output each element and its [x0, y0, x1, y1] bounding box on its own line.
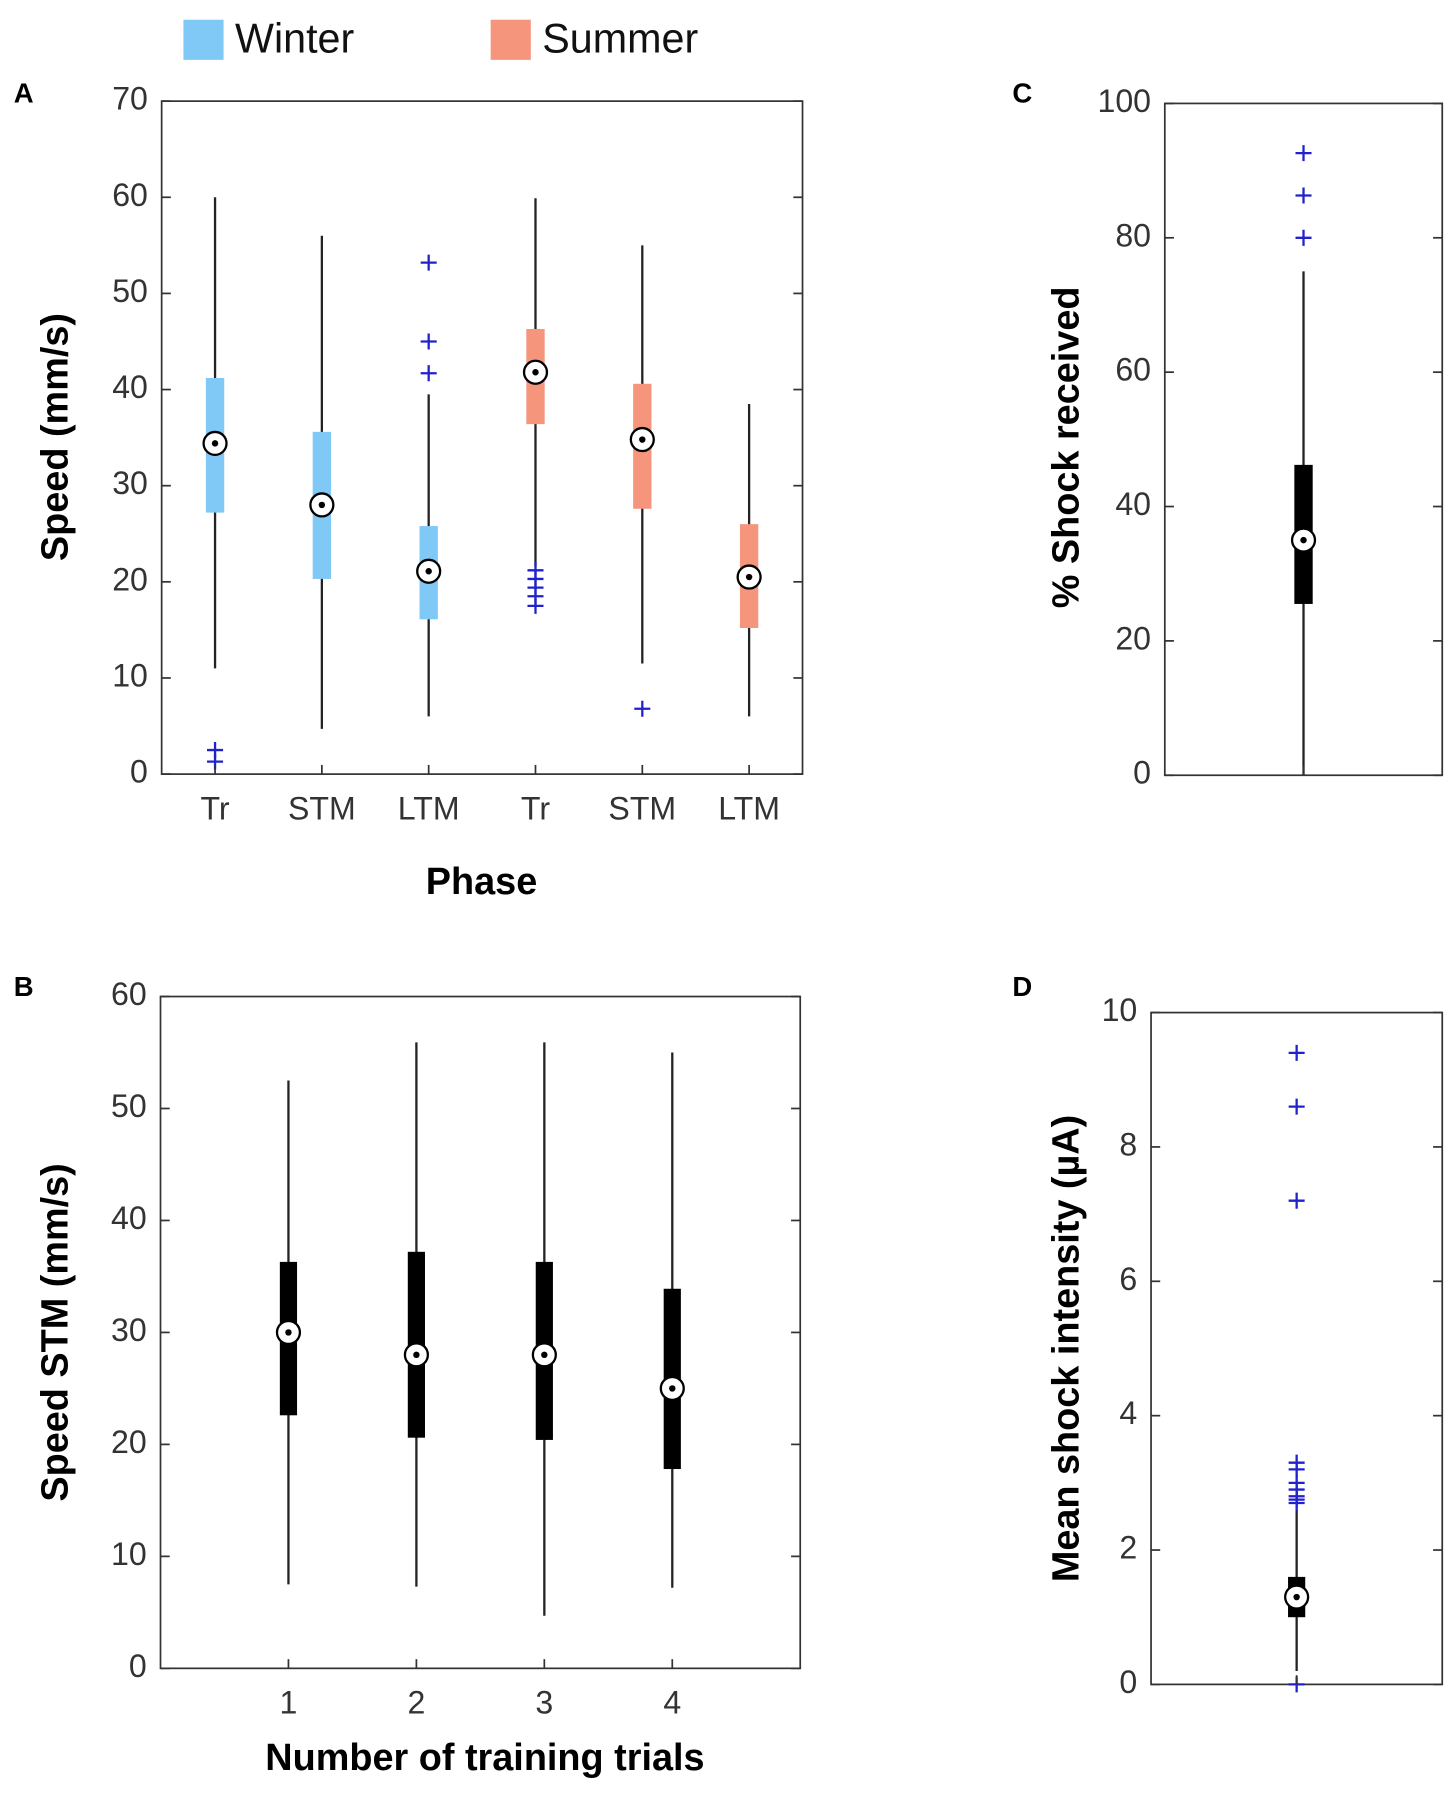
median-dot	[1293, 1593, 1300, 1601]
outlier	[420, 333, 437, 350]
y-tick-label: 0	[130, 754, 148, 790]
median-dot	[318, 501, 326, 509]
median-dot	[285, 1329, 292, 1336]
median-dot	[211, 440, 219, 447]
panel-letter: D	[1012, 971, 1032, 1002]
y-tick-label: 40	[111, 1200, 147, 1236]
outlier	[1288, 1192, 1305, 1209]
outlier	[1295, 187, 1312, 204]
legend-swatch	[490, 19, 531, 60]
y-tick-label: 8	[1119, 1126, 1137, 1162]
median-dot	[413, 1351, 420, 1359]
y-tick-label: 0	[129, 1648, 147, 1684]
x-tick-label: LTM	[718, 790, 780, 826]
x-tick-label: 2	[407, 1685, 425, 1721]
outlier	[1288, 1044, 1305, 1061]
y-tick-label: 30	[112, 465, 148, 501]
median-dot	[1300, 536, 1307, 544]
y-tick-label: 100	[1097, 83, 1151, 119]
y-axis-label: % Shock received	[1045, 287, 1087, 609]
y-tick-label: 60	[1115, 352, 1151, 388]
x-axis-label: Number of training trials	[265, 1737, 704, 1779]
median-dot	[541, 1351, 548, 1359]
x-tick-label: LTM	[398, 790, 460, 826]
y-axis-label: Mean shock intensity (µA)	[1045, 1115, 1087, 1582]
outlier	[420, 254, 437, 271]
panel-letter: C	[1012, 78, 1032, 109]
x-tick-label: STM	[608, 790, 676, 826]
x-tick-label: 1	[280, 1685, 298, 1721]
legend-swatch	[183, 19, 224, 60]
y-tick-label: 10	[1102, 992, 1138, 1028]
outlier	[207, 742, 224, 759]
x-axis-label: Phase	[426, 861, 537, 903]
median-dot	[532, 369, 539, 376]
y-tick-label: 20	[1115, 620, 1151, 656]
y-tick-label: 2	[1119, 1530, 1137, 1566]
median-dot	[669, 1385, 676, 1392]
x-tick-label: 3	[535, 1685, 553, 1721]
legend-label: Summer	[542, 15, 698, 61]
panel-letter: A	[14, 78, 34, 109]
outlier	[527, 597, 544, 614]
y-tick-label: 10	[112, 657, 148, 693]
median-dot	[425, 568, 432, 575]
x-tick-label: STM	[288, 790, 356, 826]
outlier	[420, 365, 437, 382]
outlier	[634, 700, 651, 717]
y-tick-label: 30	[111, 1312, 147, 1348]
y-tick-label: 60	[112, 177, 148, 213]
y-tick-label: 50	[112, 273, 148, 309]
y-tick-label: 6	[1119, 1261, 1137, 1297]
y-tick-label: 0	[1133, 755, 1151, 791]
y-axis-label: Speed STM (mm/s)	[34, 1163, 76, 1501]
panel-letter: B	[14, 971, 34, 1002]
y-tick-label: 70	[112, 81, 148, 117]
x-tick-label: Tr	[201, 790, 230, 826]
median-dot	[639, 436, 646, 443]
outlier	[1288, 1461, 1305, 1478]
y-tick-label: 80	[1115, 217, 1151, 253]
outlier	[1288, 1098, 1305, 1115]
legend-label: Winter	[235, 15, 354, 61]
y-axis-label: Speed (mm/s)	[34, 313, 76, 561]
axes-frame	[160, 100, 804, 775]
x-tick-label: Tr	[521, 790, 550, 826]
y-tick-label: 60	[111, 976, 147, 1012]
y-tick-label: 20	[111, 1424, 147, 1460]
outlier	[1295, 229, 1312, 246]
y-tick-label: 50	[111, 1088, 147, 1124]
outlier	[1295, 145, 1312, 162]
outlier	[1288, 1494, 1305, 1512]
axes-frame	[159, 995, 802, 1670]
y-tick-label: 4	[1119, 1395, 1137, 1431]
median-dot	[745, 573, 753, 581]
y-tick-label: 20	[112, 561, 148, 597]
x-tick-label: 4	[663, 1685, 681, 1721]
y-tick-label: 10	[111, 1536, 147, 1572]
y-tick-label: 0	[1119, 1664, 1137, 1700]
y-tick-label: 40	[1115, 486, 1151, 522]
y-tick-label: 40	[112, 369, 148, 405]
